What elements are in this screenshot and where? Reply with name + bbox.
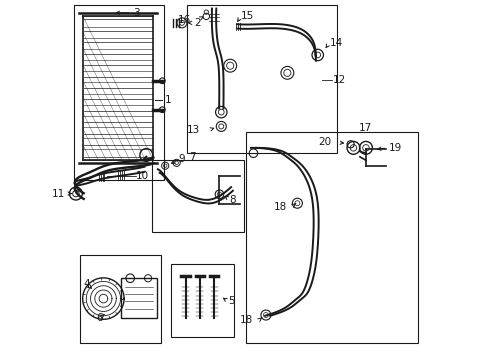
Text: 1: 1 — [164, 95, 171, 105]
Text: 17: 17 — [358, 123, 371, 133]
Text: 13: 13 — [186, 125, 200, 135]
Text: 20: 20 — [317, 137, 330, 147]
Text: 6: 6 — [97, 312, 103, 323]
Text: 18: 18 — [239, 315, 252, 325]
Text: 18: 18 — [273, 202, 286, 212]
Text: 8: 8 — [229, 195, 236, 204]
Text: 14: 14 — [329, 38, 342, 48]
Text: 9: 9 — [178, 154, 184, 164]
Text: 4: 4 — [83, 279, 89, 289]
Text: 16: 16 — [177, 15, 190, 25]
Text: 2: 2 — [193, 18, 200, 28]
Text: 11: 11 — [52, 189, 65, 199]
Text: 5: 5 — [228, 296, 235, 306]
Text: 3: 3 — [133, 8, 140, 18]
Text: 7: 7 — [189, 152, 195, 162]
Text: 15: 15 — [241, 11, 254, 21]
Text: 12: 12 — [332, 75, 346, 85]
Text: 10: 10 — [136, 171, 149, 181]
Text: 19: 19 — [387, 143, 401, 153]
